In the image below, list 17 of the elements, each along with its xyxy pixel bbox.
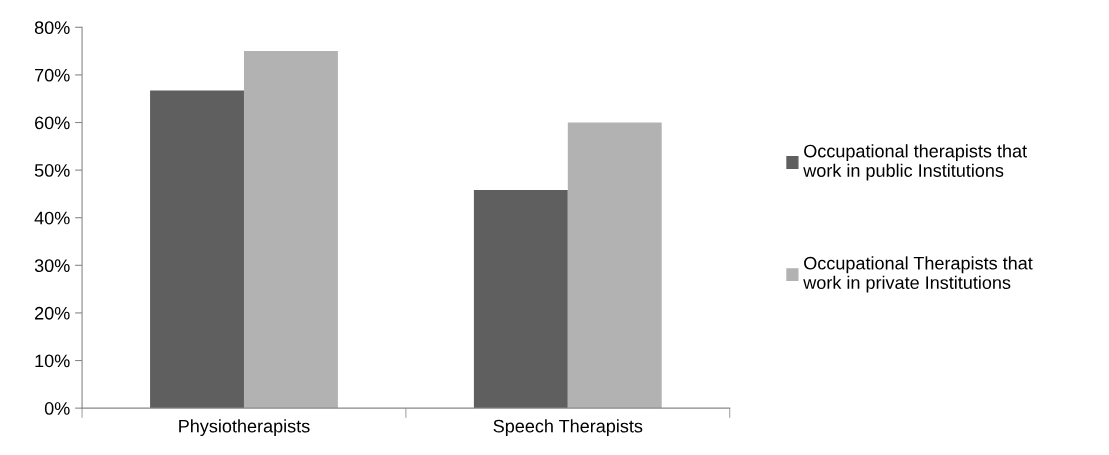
y-tick-label: 20%: [35, 306, 70, 320]
bar: [150, 90, 244, 409]
x-tick-label: Physiotherapists: [179, 419, 310, 437]
y-tick-label: 30%: [34, 259, 70, 273]
x-tick-label: Speech Therapists: [493, 419, 643, 437]
y-tick-label: 70%: [35, 68, 70, 82]
y-tick-label: 40%: [34, 211, 70, 225]
y-tick-label: 10%: [35, 354, 70, 368]
bar: [567, 122, 662, 409]
y-tick-label: 60%: [35, 116, 70, 130]
y-tick-label: 50%: [34, 164, 70, 177]
y-tick-label: 80%: [34, 21, 70, 35]
y-tick-label: 0%: [44, 402, 70, 415]
bar: [473, 190, 568, 409]
legend-label: Occupational therapists that work in public Institutions: [803, 144, 1027, 181]
bar: [243, 51, 338, 409]
legend-label: Occupational Therapists that work in private Institutions: [803, 256, 1033, 293]
